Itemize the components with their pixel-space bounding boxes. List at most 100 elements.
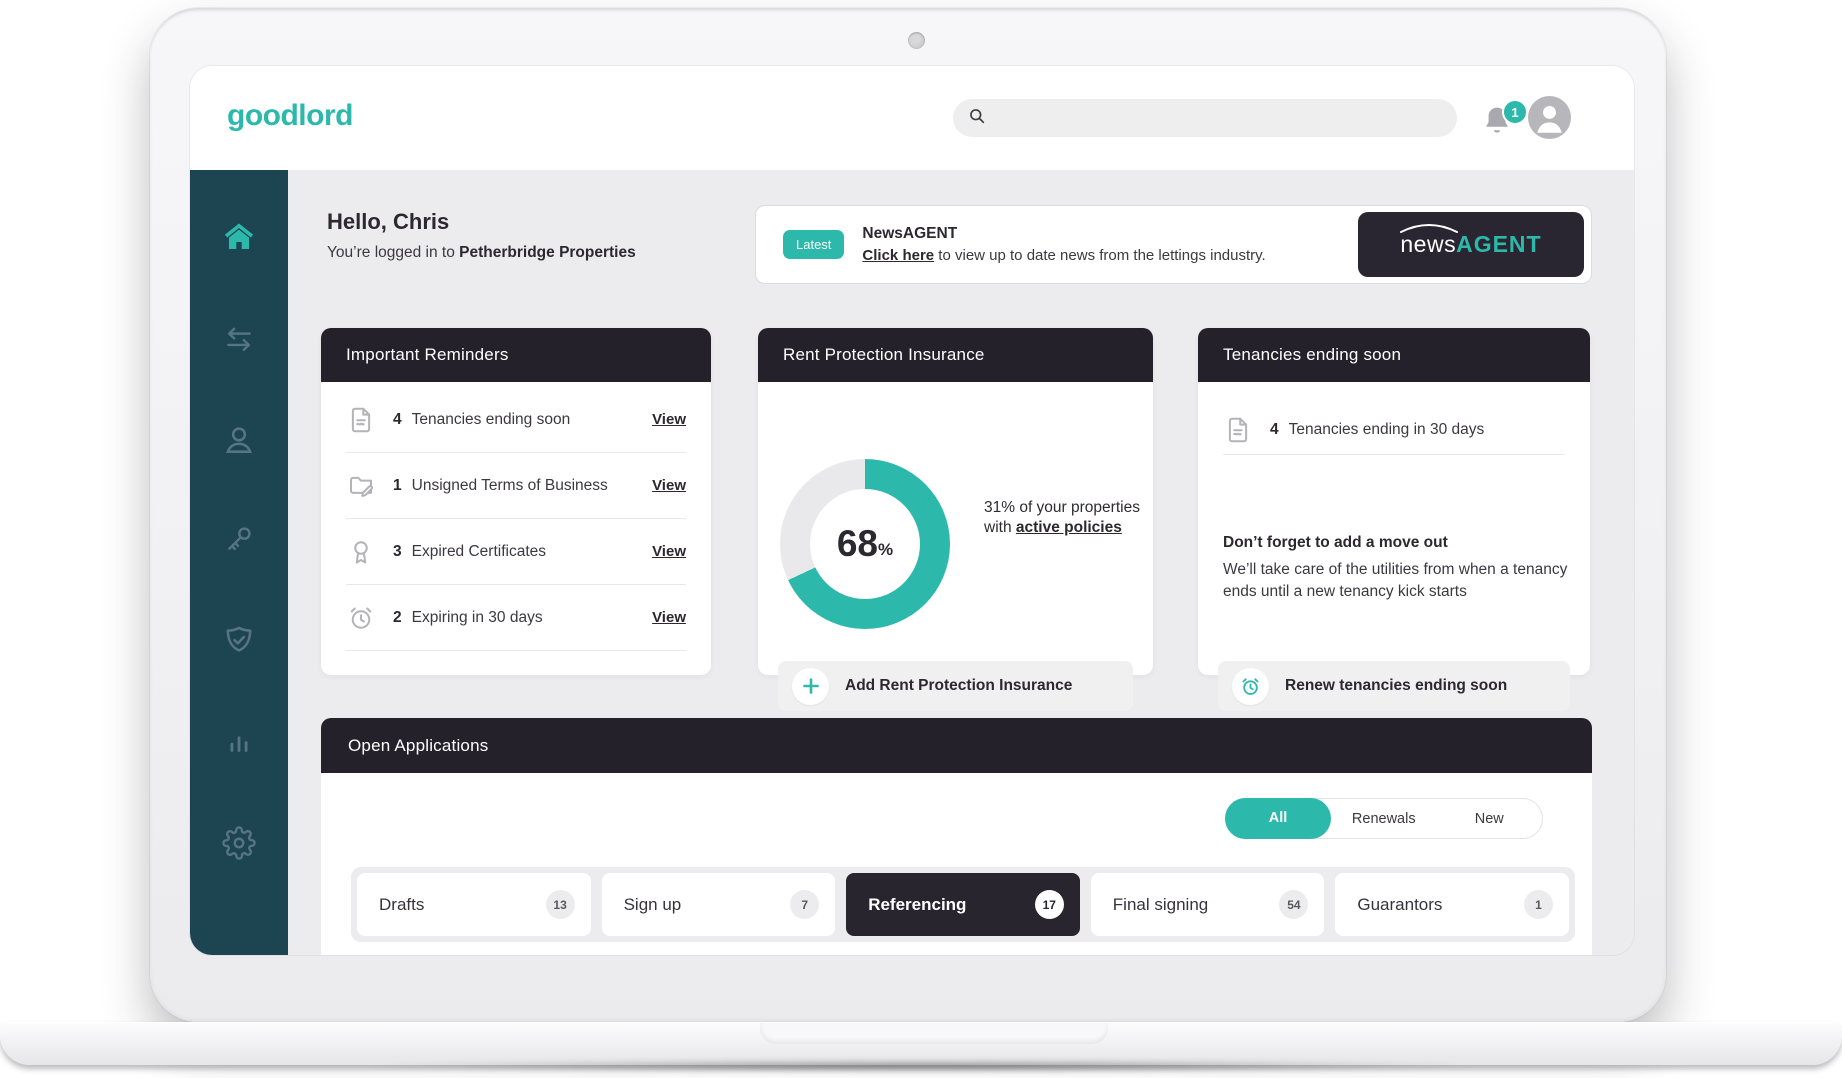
card-title: Important Reminders (321, 328, 711, 382)
reminder-label: Expiring in 30 days (411, 608, 543, 626)
stage-tab-sign-up[interactable]: Sign up 7 (601, 873, 836, 936)
reminder-row-tenancies: 4 Tenancies ending soon View (346, 387, 686, 453)
app-screen: goodlord 1 (190, 66, 1634, 955)
protection-icon (226, 626, 252, 652)
sidebar-item-home[interactable] (215, 213, 263, 261)
sidebar-item-people[interactable] (215, 416, 263, 464)
stage-tab-guarantors[interactable]: Guarantors 1 (1335, 873, 1569, 936)
pipeline-stages: Drafts 13 Sign up 7 Referencing 17 Final… (351, 867, 1575, 942)
webcam-dot (908, 32, 925, 49)
notification-count-badge: 1 (1502, 99, 1528, 125)
goodlord-logo: goodlord (227, 99, 353, 132)
document-icon (1223, 415, 1253, 445)
stage-count-badge: 54 (1279, 890, 1309, 919)
reminder-label: Tenancies ending soon (411, 410, 571, 428)
card-title: Rent Protection Insurance (758, 328, 1153, 382)
people-icon (226, 427, 252, 453)
certificate-icon (346, 537, 376, 567)
roof-icon (1400, 224, 1459, 233)
applications-filter-toggle: All Renewals New (1225, 797, 1543, 839)
reminder-count: 4 (393, 410, 402, 428)
search-input[interactable] (995, 108, 1457, 128)
stage-tab-final-signing[interactable]: Final signing 54 (1090, 873, 1325, 936)
tenancies-count-row: 4 Tenancies ending in 30 days (1223, 382, 1565, 455)
rpi-side-text: 31% of your properties with active polic… (984, 499, 1140, 537)
plus-icon (792, 667, 829, 705)
latest-badge: Latest (783, 230, 845, 259)
person-icon (1537, 106, 1562, 133)
move-out-note: Don’t forget to add a move out We’ll tak… (1223, 534, 1568, 604)
alarm-icon (1232, 667, 1269, 705)
tenancies-label: Tenancies ending in 30 days (1288, 421, 1485, 438)
document-icon (346, 405, 376, 435)
stage-tab-drafts[interactable]: Drafts 13 (357, 873, 591, 936)
view-link[interactable]: View (652, 477, 686, 494)
sidebar-nav (190, 170, 288, 955)
sidebar-item-reports[interactable] (215, 718, 263, 766)
keys-icon (228, 527, 251, 551)
newsagent-logo-agent: AGENT (1456, 231, 1542, 257)
user-avatar[interactable] (1528, 96, 1571, 139)
add-rent-protection-button[interactable]: Add Rent Protection Insurance (778, 661, 1133, 711)
stage-count-badge: 1 (1523, 890, 1553, 919)
settings-icon (222, 826, 256, 860)
rpi-donut-label: 68% (836, 523, 894, 564)
agency-name: Petherbridge Properties (459, 244, 636, 261)
view-link[interactable]: View (652, 411, 686, 428)
news-title: NewsAGENT (862, 224, 958, 242)
sidebar-item-keys[interactable] (215, 515, 263, 563)
reports-icon (230, 736, 248, 752)
greeting-subtitle: You’re logged in to Petherbridge Propert… (327, 244, 636, 261)
active-policies-link[interactable]: active policies (1015, 519, 1122, 537)
filter-new[interactable]: New (1474, 810, 1504, 827)
news-click-here-link[interactable]: Click here (862, 246, 935, 264)
page-title: Hello, Chris (327, 209, 450, 234)
home-icon (224, 223, 254, 249)
newsagent-logo: news AGENT (1358, 212, 1584, 277)
search-bar[interactable] (953, 99, 1457, 137)
note-body: We’ll take care of the utilities from wh… (1223, 561, 1568, 601)
search-icon (967, 106, 987, 131)
filter-renewals[interactable]: Renewals (1351, 810, 1416, 827)
stage-tab-referencing[interactable]: Referencing 17 (846, 873, 1080, 936)
open-applications-section: Open Applications All Renewals New Draft… (321, 718, 1592, 955)
top-bar: goodlord 1 (190, 66, 1634, 170)
reminder-row-certificates: 3 Expired Certificates View (346, 519, 686, 585)
section-title: Open Applications (321, 718, 1592, 773)
greeting-block: Hello, Chris You’re logged in to Petherb… (327, 209, 636, 262)
important-reminders-card: Important Reminders 4 Tenancies ending s… (321, 328, 711, 675)
reminder-label: Expired Certificates (411, 542, 547, 560)
laptop-shadow (140, 1058, 1702, 1074)
stage-count-badge: 7 (790, 890, 820, 919)
alarm-icon (346, 603, 376, 633)
news-banner: Latest NewsAGENT Click here to view up t… (755, 205, 1592, 284)
reminder-count: 1 (393, 476, 402, 494)
tenancies-count: 4 (1270, 421, 1279, 438)
rent-protection-card: Rent Protection Insurance 68% 31% of you… (758, 328, 1153, 711)
sidebar-item-transfers[interactable] (215, 315, 263, 363)
sidebar-item-settings[interactable] (215, 819, 263, 867)
stage-count-badge: 17 (1034, 890, 1064, 919)
folder-edit-icon (346, 471, 376, 501)
laptop-base (0, 1022, 1842, 1065)
sidebar-item-protection[interactable] (215, 617, 263, 665)
view-link[interactable]: View (652, 543, 686, 560)
reminder-row-expiring: 2 Expiring in 30 days View (346, 585, 686, 651)
laptop-base-notch (760, 1023, 1108, 1044)
view-link[interactable]: View (652, 609, 686, 626)
rpi-donut: 68% (780, 459, 950, 629)
card-title: Tenancies ending soon (1198, 328, 1590, 382)
transfers-icon (227, 327, 251, 351)
newsagent-logo-news: news (1400, 224, 1459, 258)
news-line: Click here to view up to date news from … (862, 246, 1266, 264)
news-text: NewsAGENT Click here to view up to date … (862, 222, 1265, 268)
note-title: Don’t forget to add a move out (1223, 534, 1448, 551)
renew-tenancies-button[interactable]: Renew tenancies ending soon (1218, 661, 1570, 711)
filter-all[interactable]: All (1225, 797, 1331, 839)
reminder-count: 2 (393, 608, 402, 626)
reminder-count: 3 (393, 542, 402, 560)
reminder-row-terms: 1 Unsigned Terms of Business View (346, 453, 686, 519)
tenancies-ending-card: Tenancies ending soon 4 Tenancies ending… (1198, 328, 1590, 711)
stage-count-badge: 13 (545, 890, 575, 919)
